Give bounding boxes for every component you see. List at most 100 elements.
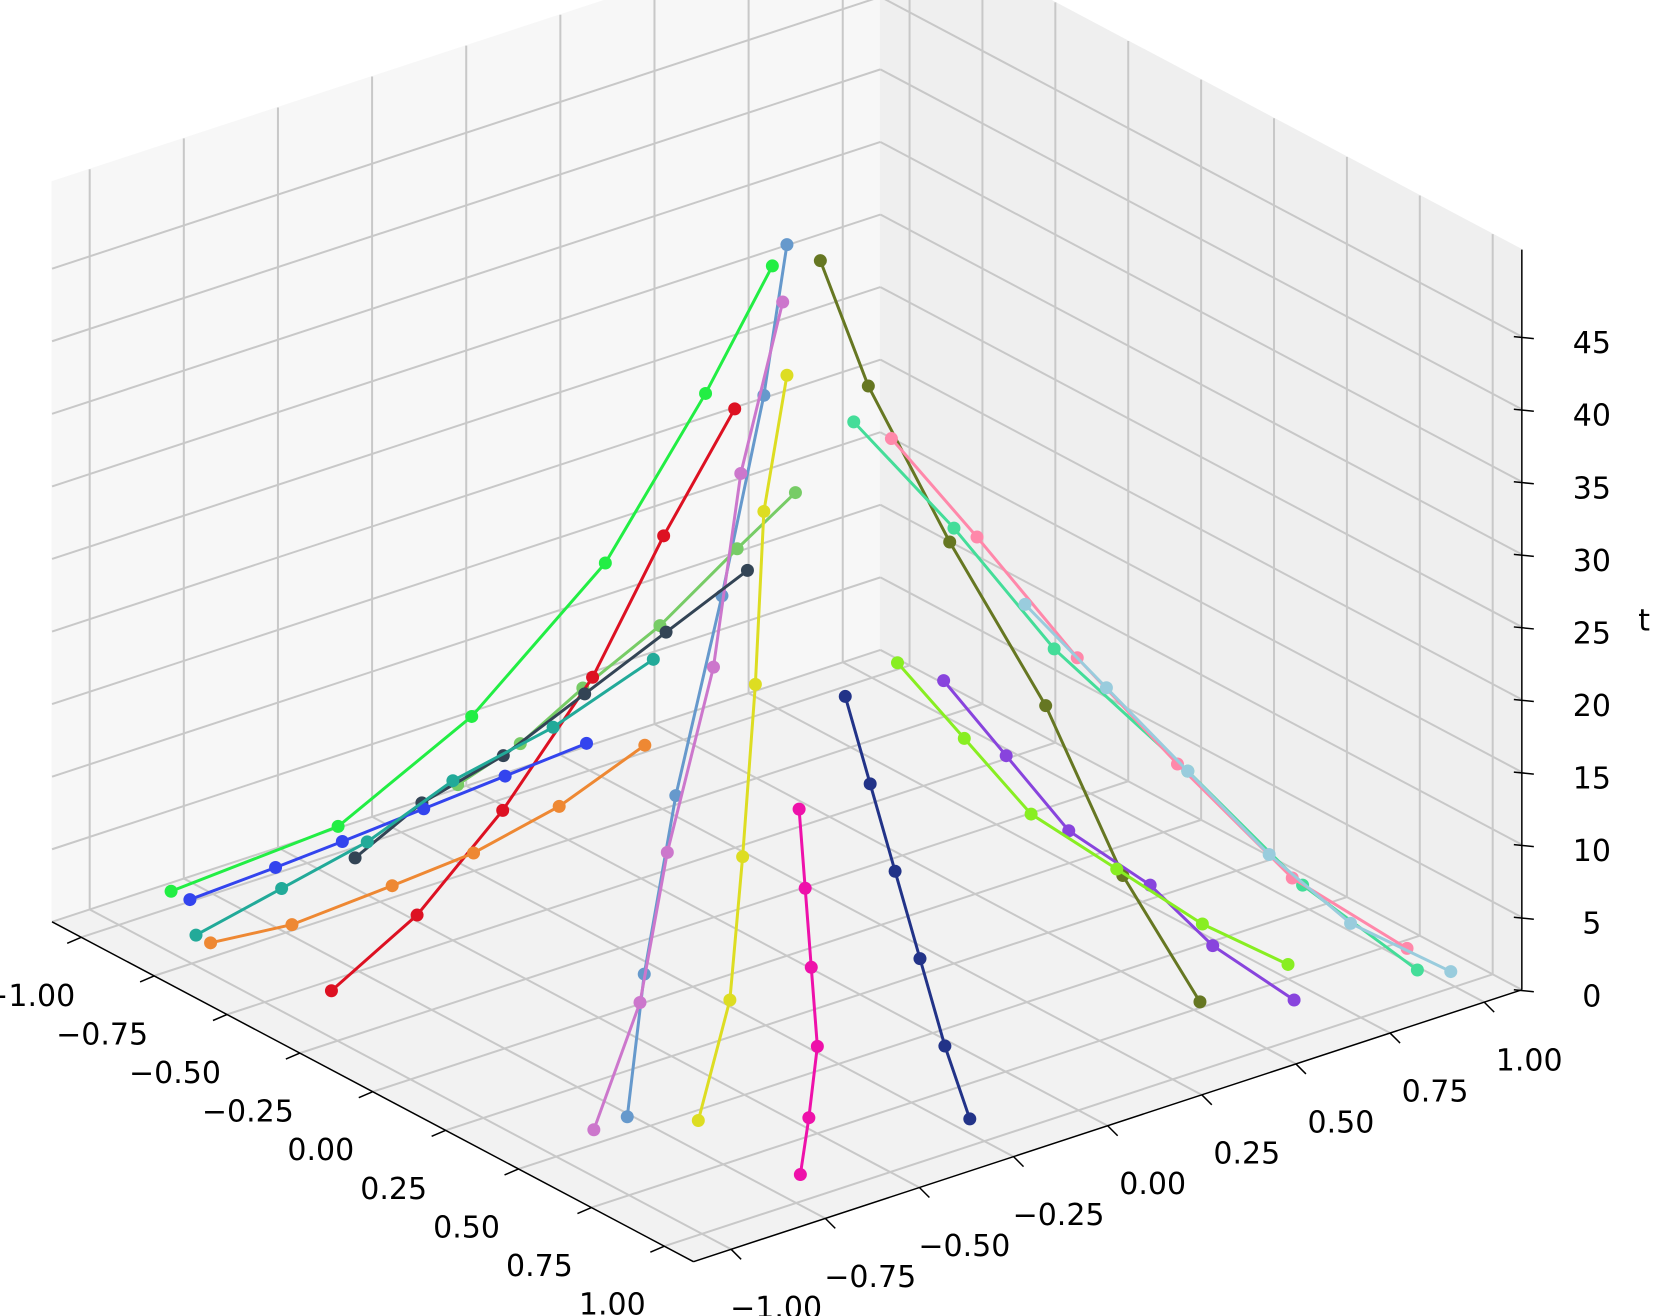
tick-mark [650, 1245, 665, 1253]
grid-line [89, 908, 732, 1251]
trajectory-line [592, 301, 785, 1131]
grid-line [559, 754, 1203, 1096]
grid-line [51, 358, 881, 633]
trajectory-point [1110, 862, 1124, 876]
x-tick-label: −0.25 [202, 1095, 294, 1130]
trajectory-point [183, 893, 197, 907]
panes [50, 0, 1534, 1263]
trajectory-point [586, 670, 600, 684]
grid-line [748, 692, 1391, 1034]
z-tick-label: 30 [1573, 544, 1611, 579]
tick-mark [212, 1013, 228, 1022]
trajectory-point [938, 1039, 952, 1053]
trajectory-point [999, 749, 1013, 763]
trajectory-line [195, 658, 655, 937]
trajectory-point [498, 769, 512, 783]
plot-area: −1.00−0.75−0.50−0.250.000.250.500.751.00… [0, 238, 1611, 1316]
trajectory-point [1262, 848, 1276, 862]
tick-mark [1513, 626, 1534, 630]
y-tick-label: −0.25 [1013, 1198, 1105, 1233]
tick-mark [1295, 1063, 1307, 1075]
x-tick-label: −0.75 [56, 1017, 148, 1052]
trajectory-point [798, 881, 812, 895]
trajectory-point [730, 542, 744, 556]
trajectory-point [331, 819, 345, 833]
trajectory-point [1193, 995, 1207, 1009]
trajectory-point [888, 864, 902, 878]
trajectory-point [638, 738, 652, 752]
trajectory-line [797, 809, 819, 1175]
trajectory-point [669, 789, 683, 803]
trajectory-point [385, 879, 399, 893]
trajectory-point [1195, 917, 1209, 931]
trajectory-point [275, 881, 289, 895]
grid-line [51, 68, 881, 343]
trajectory-line [818, 260, 1202, 1003]
grid-line [879, 141, 1523, 483]
trajectory-point [1206, 939, 1220, 953]
tick-mark [1513, 481, 1534, 485]
tick-mark [431, 1129, 446, 1138]
x-tick-label: 0.25 [360, 1172, 427, 1207]
grid-line [879, 576, 1523, 919]
tick-mark [285, 1052, 301, 1060]
trajectory-point [1285, 871, 1299, 885]
x-tick-label: 0.75 [506, 1249, 573, 1284]
tick-mark [358, 1091, 374, 1099]
trajectory-point [838, 689, 852, 703]
trajectory-point [863, 777, 877, 791]
trajectory-point [446, 774, 460, 788]
trajectory-point [861, 379, 875, 393]
tick-mark [1201, 1094, 1213, 1106]
z-axis-label: t [1638, 604, 1650, 639]
trajectory-point [957, 731, 971, 745]
trajectory-point [780, 368, 794, 382]
trajectory-point [1039, 699, 1053, 713]
trajectory-point [947, 521, 961, 535]
tick-mark [1513, 335, 1534, 340]
trajectory-point [1047, 642, 1061, 656]
tick-mark [1389, 1032, 1401, 1044]
grid-line [879, 213, 1523, 556]
grid-line [654, 723, 1297, 1065]
trajectory-point [757, 504, 771, 518]
tick-mark [1107, 1125, 1119, 1137]
trajectory-point [913, 952, 927, 966]
tick-mark [1513, 553, 1534, 558]
trajectory-point [963, 1112, 977, 1126]
y-tick-label: −0.50 [918, 1229, 1010, 1264]
trajectory-point [804, 960, 818, 974]
trajectory-point [552, 799, 566, 813]
x-tick-label: 1.00 [579, 1288, 646, 1316]
trajectory-line [843, 696, 972, 1120]
trajectory-point [189, 928, 203, 942]
trajectory-point [1281, 957, 1295, 971]
trajectory-point [937, 674, 951, 688]
grid-line [277, 846, 920, 1189]
grid-line [879, 431, 1523, 773]
trajectory-point [847, 415, 861, 429]
tick-mark [1513, 916, 1534, 920]
trajectory-point [736, 850, 750, 864]
grid-line [879, 68, 1523, 411]
tick-mark [1483, 1001, 1495, 1013]
trajectory-point [465, 709, 479, 723]
trajectory-point [587, 1123, 601, 1137]
grid-line [879, 503, 1523, 846]
trajectory-point [1170, 757, 1184, 771]
grid-line [465, 784, 1109, 1127]
trajectory-line [696, 374, 789, 1121]
grid-line [879, 286, 1523, 628]
grid-line [183, 877, 826, 1220]
trajectory-point [1344, 916, 1358, 930]
trajectory-line [330, 408, 737, 992]
trajectory-point [802, 1111, 816, 1125]
grid-line [51, 648, 881, 923]
trajectory-point [578, 687, 592, 701]
x-tick-label: 0.00 [287, 1133, 354, 1168]
trajectory-point [285, 918, 299, 932]
trajectory-point [324, 984, 338, 998]
z-tick-label: 35 [1573, 471, 1611, 506]
y-tick-label: 0.00 [1119, 1167, 1186, 1202]
trajectory-point [1181, 764, 1195, 778]
